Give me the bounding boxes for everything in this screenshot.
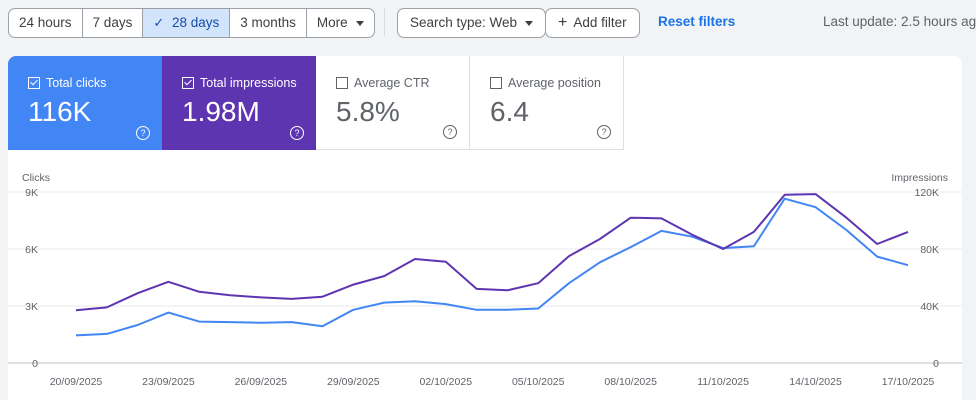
- add-filter-button[interactable]: + Add filter: [545, 8, 640, 38]
- performance-chart: 0 0 3K 40K 6K 80K 9K 120K Clicks Impressions 20/09…: [8, 172, 962, 388]
- metric-average-position[interactable]: Average position 6.4 ?: [470, 56, 624, 150]
- metric-label-text: Total impressions: [200, 76, 297, 90]
- y2-axis-title: Impressions: [891, 172, 948, 184]
- performance-card: Total clicks 116K ? Total impressions 1.…: [8, 56, 962, 400]
- x-tick-label: 23/09/2025: [142, 376, 195, 388]
- x-tick-label: 08/10/2025: [604, 376, 657, 388]
- y-axis-title: Clicks: [22, 172, 50, 184]
- metric-label-text: Average CTR: [354, 76, 430, 90]
- y-tick-label: 9K: [25, 187, 38, 199]
- metric-value: 6.4: [490, 96, 529, 127]
- range-more-label: More: [316, 15, 348, 30]
- range-more[interactable]: More: [307, 9, 374, 37]
- search-type-dropdown[interactable]: Search type: Web: [397, 8, 547, 38]
- plus-icon: +: [558, 14, 568, 31]
- series-line-impressions: [75, 193, 909, 312]
- reset-filters-link[interactable]: Reset filters: [658, 14, 736, 29]
- add-filter-label: Add filter: [573, 15, 627, 30]
- metric-total-impressions[interactable]: Total impressions 1.98M ?: [162, 56, 316, 150]
- y-tick-label: 6K: [25, 244, 38, 256]
- help-circle-icon[interactable]: ?: [290, 126, 304, 140]
- range-7-days[interactable]: 7 days: [83, 9, 144, 37]
- x-tick-label: 05/10/2025: [512, 376, 565, 388]
- help-circle-icon[interactable]: ?: [136, 126, 150, 140]
- metric-label: Average position: [490, 76, 623, 90]
- x-tick-label: 17/10/2025: [882, 376, 935, 388]
- metric-value: 116K: [28, 96, 92, 127]
- range-28-days[interactable]: ✓ 28 days: [143, 9, 231, 37]
- x-tick-label: 26/09/2025: [235, 376, 288, 388]
- help-circle-icon[interactable]: ?: [597, 125, 611, 139]
- toolbar: 24 hours 7 days ✓ 28 days 3 months More …: [0, 0, 976, 46]
- help-circle-icon[interactable]: ?: [443, 125, 457, 139]
- y2-tick-label: 40K: [920, 301, 939, 313]
- y2-tick-label: 0: [933, 358, 939, 370]
- y-tick-label: 0: [32, 358, 38, 370]
- x-tick-label: 02/10/2025: [419, 376, 472, 388]
- y2-tick-label: 80K: [920, 244, 939, 256]
- caret-down-icon: [355, 20, 364, 26]
- metric-total-clicks[interactable]: Total clicks 116K ?: [8, 56, 162, 150]
- x-tick-label: 20/09/2025: [50, 376, 103, 388]
- metric-label: Total impressions: [182, 76, 316, 90]
- metric-label: Total clicks: [28, 76, 162, 90]
- metric-value: 5.8%: [336, 96, 400, 127]
- date-range-selector: 24 hours 7 days ✓ 28 days 3 months More: [8, 8, 375, 38]
- metric-average-ctr[interactable]: Average CTR 5.8% ?: [316, 56, 470, 150]
- search-type-label: Search type: Web: [410, 15, 518, 30]
- range-3-months[interactable]: 3 months: [230, 9, 307, 37]
- y2-tick-label: 120K: [914, 187, 939, 199]
- x-tick-label: 29/09/2025: [327, 376, 380, 388]
- y-tick-label: 3K: [25, 301, 38, 313]
- caret-down-icon: [525, 20, 534, 26]
- x-tick-label: 11/10/2025: [697, 376, 749, 388]
- metric-label: Average CTR: [336, 76, 469, 90]
- range-24-hours[interactable]: 24 hours: [9, 9, 83, 37]
- metric-label-text: Average position: [508, 76, 601, 90]
- checkbox-icon[interactable]: [28, 77, 40, 89]
- metric-label-text: Total clicks: [46, 76, 107, 90]
- checkbox-icon[interactable]: [490, 77, 502, 89]
- last-update-status: Last update: 2.5 hours ago: [823, 14, 976, 29]
- checkmark-icon: ✓: [153, 15, 165, 30]
- metric-value: 1.98M: [182, 96, 260, 127]
- checkbox-icon[interactable]: [336, 77, 348, 89]
- toolbar-divider: [384, 8, 385, 36]
- checkbox-icon[interactable]: [182, 77, 194, 89]
- range-28-days-label: 28 days: [172, 15, 220, 30]
- series-line-clicks: [75, 197, 909, 337]
- x-tick-label: 14/10/2025: [789, 376, 842, 388]
